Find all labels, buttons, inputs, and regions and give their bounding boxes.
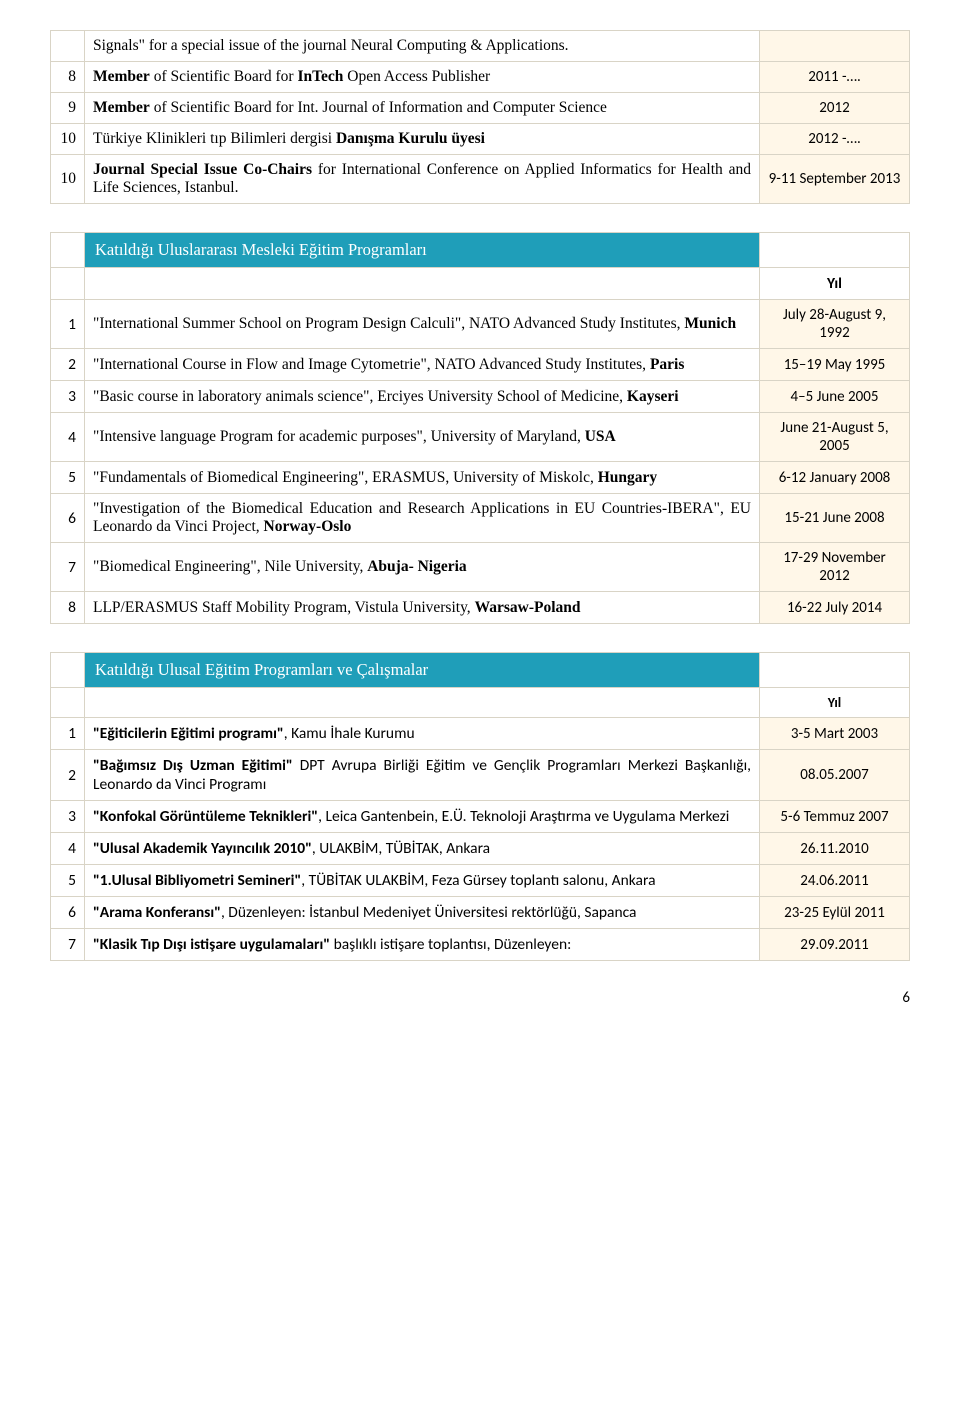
row-date: 15-21 June 2008 (760, 494, 910, 543)
page-number: 6 (50, 989, 910, 1007)
row-content: Türkiye Klinikleri tıp Bilimleri dergisi… (85, 124, 760, 155)
spacer-cell (760, 233, 910, 268)
row-number: 5 (51, 865, 85, 897)
row-date: 23-25 Eylül 2011 (760, 897, 910, 929)
nat-year-header: Yıl (760, 688, 910, 718)
row-number: 7 (51, 543, 85, 592)
row-content: Member of Scientific Board for Int. Jour… (85, 93, 760, 124)
row-date: 17-29 November 2012 (760, 543, 910, 592)
row-number: 1 (51, 718, 85, 750)
row-date: 08.05.2007 (760, 750, 910, 801)
row-number: 2 (51, 750, 85, 801)
spacer-cell (51, 653, 85, 688)
row-date: 9-11 September 2013 (760, 155, 910, 204)
spacer-cell (51, 233, 85, 268)
row-number: 6 (51, 897, 85, 929)
row-content: LLP/ERASMUS Staff Mobility Program, Vist… (85, 592, 760, 624)
spacer-cell (51, 268, 85, 300)
row-number: 10 (51, 124, 85, 155)
row-content: "Arama Konferansı", Düzenleyen: İstanbul… (85, 897, 760, 929)
row-date: 2012 (760, 93, 910, 124)
row-content: "Biomedical Engineering", Nile Universit… (85, 543, 760, 592)
row-number: 1 (51, 300, 85, 349)
row-date: 15–19 May 1995 (760, 349, 910, 381)
row-date: June 21-August 5, 2005 (760, 413, 910, 462)
row-date: 2012 -…. (760, 124, 910, 155)
spacer-cell (85, 268, 760, 300)
row-number: 4 (51, 833, 85, 865)
row-content: "International Summer School on Program … (85, 300, 760, 349)
row-number: 7 (51, 929, 85, 961)
spacer-cell (85, 688, 760, 718)
row-content: "Bağımsız Dış Uzman Eğitimi" DPT Avrupa … (85, 750, 760, 801)
row-content: Member of Scientific Board for InTech Op… (85, 62, 760, 93)
row-number: 4 (51, 413, 85, 462)
row-date: 3-5 Mart 2003 (760, 718, 910, 750)
row-content: "Konfokal Görüntüleme Teknikleri", Leica… (85, 801, 760, 833)
row-number: 6 (51, 494, 85, 543)
row-date: 24.06.2011 (760, 865, 910, 897)
row-date (760, 31, 910, 62)
row-number: 9 (51, 93, 85, 124)
row-date: 2011 -…. (760, 62, 910, 93)
national-programs-table: Katıldığı Ulusal Eğitim Programları ve Ç… (50, 652, 910, 961)
row-date: 4–5 June 2005 (760, 381, 910, 413)
row-number: 2 (51, 349, 85, 381)
row-content: "International Course in Flow and Image … (85, 349, 760, 381)
row-content: "Investigation of the Biomedical Educati… (85, 494, 760, 543)
row-content: "Klasik Tıp Dışı istişare uygulamaları" … (85, 929, 760, 961)
row-content: "1.Ulusal Bibliyometri Semineri", TÜBİTA… (85, 865, 760, 897)
row-date: 29.09.2011 (760, 929, 910, 961)
row-number: 8 (51, 592, 85, 624)
row-content: Signals" for a special issue of the jour… (85, 31, 760, 62)
row-date: 5-6 Temmuz 2007 (760, 801, 910, 833)
top-continuation-table: Signals" for a special issue of the jour… (50, 30, 910, 204)
row-content: Journal Special Issue Co-Chairs for Inte… (85, 155, 760, 204)
international-programs-table: Katıldığı Uluslararası Mesleki Eğitim Pr… (50, 232, 910, 624)
spacer-cell (760, 653, 910, 688)
row-number: 8 (51, 62, 85, 93)
intl-year-header: Yıl (760, 268, 910, 300)
row-number: 5 (51, 462, 85, 494)
row-number (51, 31, 85, 62)
row-date: 26.11.2010 (760, 833, 910, 865)
row-date: July 28-August 9, 1992 (760, 300, 910, 349)
row-date: 6-12 January 2008 (760, 462, 910, 494)
row-content: "Eğiticilerin Eğitimi programı", Kamu İh… (85, 718, 760, 750)
intl-section-header: Katıldığı Uluslararası Mesleki Eğitim Pr… (85, 233, 760, 268)
row-content: "Fundamentals of Biomedical Engineering"… (85, 462, 760, 494)
nat-section-header: Katıldığı Ulusal Eğitim Programları ve Ç… (85, 653, 760, 688)
row-content: "Intensive language Program for academic… (85, 413, 760, 462)
row-number: 10 (51, 155, 85, 204)
row-content: "Ulusal Akademik Yayıncılık 2010", ULAKB… (85, 833, 760, 865)
row-number: 3 (51, 801, 85, 833)
row-number: 3 (51, 381, 85, 413)
row-date: 16-22 July 2014 (760, 592, 910, 624)
spacer-cell (51, 688, 85, 718)
row-content: "Basic course in laboratory animals scie… (85, 381, 760, 413)
